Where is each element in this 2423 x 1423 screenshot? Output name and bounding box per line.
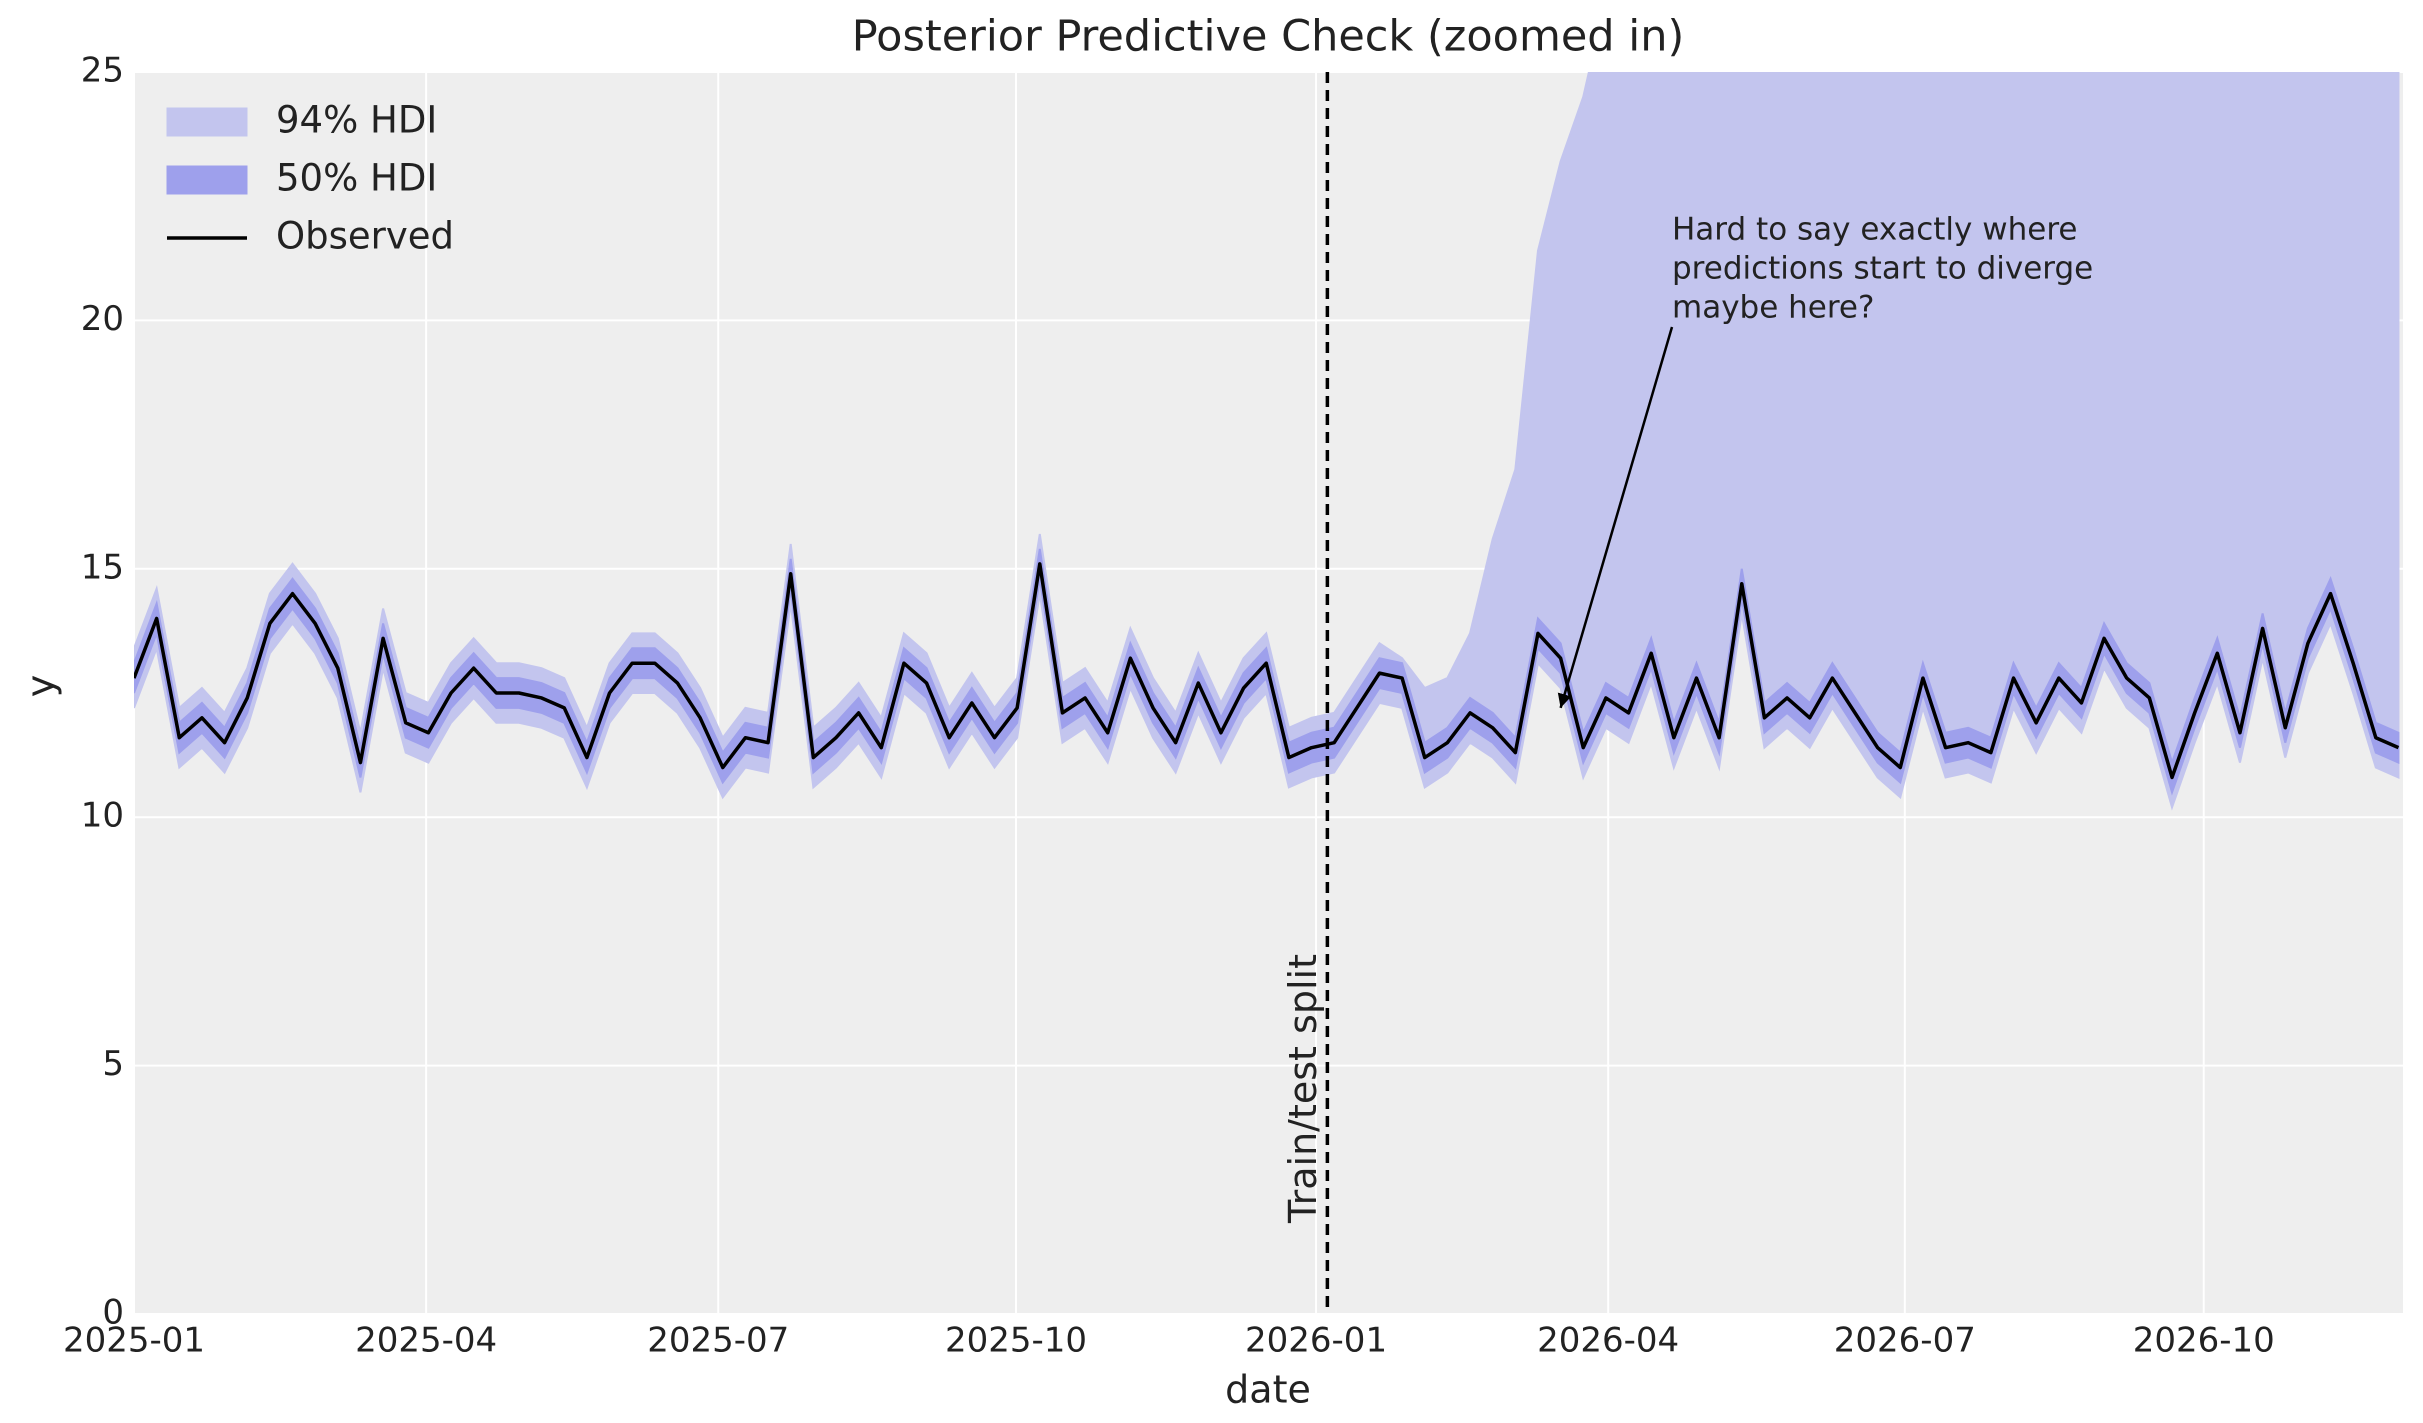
annotation-text: predictions start to diverge [1672,251,2093,287]
y-tick-label: 10 [81,796,124,836]
y-tick-label: 0 [102,1293,124,1333]
x-tick-label: 2026-04 [1537,1321,1679,1361]
chart-title: Posterior Predictive Check (zoomed in) [852,12,1685,62]
legend-label: 94% HDI [276,99,437,142]
split-label: Train/test split [1281,954,1325,1224]
x-axis-label: date [1225,1368,1311,1412]
y-tick-label: 20 [81,299,124,339]
y-axis-label: y [19,675,63,698]
y-tick-label: 25 [81,51,124,91]
x-tick-label: 2025-01 [63,1321,205,1361]
legend-label: 50% HDI [276,157,437,200]
hdi-band [134,72,2400,811]
x-tick-label: 2025-04 [355,1321,497,1361]
y-tick-label: 5 [102,1044,124,1084]
x-tick-label: 2025-07 [647,1321,789,1361]
legend-swatch [166,165,248,195]
x-tick-label: 2026-10 [2133,1321,2275,1361]
x-tick-label: 2025-10 [945,1321,1087,1361]
legend-label: Observed [276,215,454,258]
y-tick-label: 15 [81,547,124,587]
legend-swatch [166,107,248,137]
x-tick-label: 2026-07 [1834,1321,1976,1361]
annotation-text: maybe here? [1672,290,1874,326]
observed-line [134,562,2400,780]
annotation-arrow [1557,326,1674,709]
annotation-text: Hard to say exactly where [1672,212,2077,248]
x-tick-label: 2026-01 [1245,1321,1387,1361]
